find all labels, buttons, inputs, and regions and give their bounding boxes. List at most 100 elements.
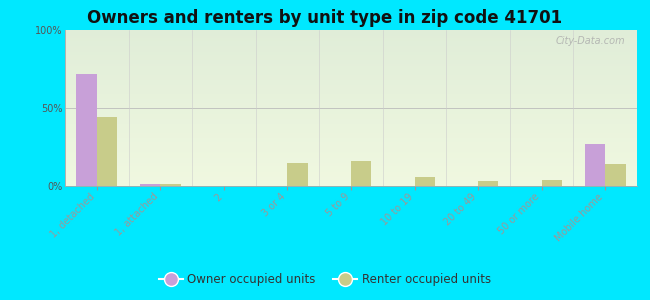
Bar (65, 117, 637, 119)
Bar (65, 69, 637, 70)
Bar (65, 134, 637, 136)
Bar (65, 66, 637, 68)
Bar (605, 164, 625, 186)
Bar (65, 35, 637, 36)
Bar (65, 184, 637, 186)
Bar (65, 136, 637, 138)
Bar (65, 119, 637, 121)
Bar (65, 55, 637, 56)
Bar (65, 85, 637, 86)
Bar (65, 75, 637, 77)
Bar (65, 32, 637, 33)
Bar (65, 53, 637, 55)
Bar (65, 158, 637, 160)
Bar (65, 114, 637, 116)
Bar (65, 97, 637, 99)
Bar (65, 99, 637, 100)
Bar (161, 184, 181, 186)
Bar (478, 181, 499, 186)
Bar (65, 41, 637, 43)
Bar (65, 116, 637, 117)
Bar (65, 60, 637, 61)
Bar (65, 183, 637, 184)
Bar (65, 108, 637, 110)
Bar (65, 181, 637, 183)
Bar (65, 156, 637, 158)
Bar (287, 163, 308, 186)
Bar (97, 117, 117, 186)
Bar (65, 56, 637, 58)
Bar (65, 160, 637, 161)
Bar (65, 163, 637, 164)
Bar (65, 103, 637, 105)
Bar (65, 52, 637, 53)
Bar (65, 94, 637, 95)
Bar (65, 82, 637, 83)
Bar (541, 180, 562, 186)
Legend: Owner occupied units, Renter occupied units: Owner occupied units, Renter occupied un… (154, 269, 496, 291)
Bar (65, 50, 637, 52)
Bar (140, 184, 161, 186)
Bar (415, 177, 435, 186)
Bar (65, 113, 637, 114)
Bar (65, 177, 637, 178)
Bar (65, 30, 637, 31)
Bar (65, 36, 637, 38)
Bar (65, 39, 637, 41)
Bar (65, 89, 637, 91)
Bar (65, 77, 637, 78)
Bar (65, 144, 637, 146)
Bar (65, 131, 637, 133)
Bar (65, 121, 637, 122)
Bar (65, 46, 637, 47)
Bar (65, 86, 637, 88)
Bar (65, 147, 637, 148)
Bar (65, 127, 637, 128)
Bar (65, 133, 637, 134)
Bar (65, 139, 637, 141)
Bar (65, 173, 637, 175)
Bar (65, 102, 637, 103)
Bar (65, 111, 637, 113)
Bar (65, 92, 637, 94)
Bar (65, 124, 637, 125)
Bar (65, 170, 637, 172)
Bar (65, 44, 637, 46)
Bar (65, 78, 637, 80)
Bar (65, 47, 637, 49)
Bar (65, 49, 637, 50)
Bar (585, 144, 605, 186)
Bar (65, 105, 637, 106)
Bar (65, 58, 637, 60)
Bar (65, 110, 637, 111)
Bar (65, 100, 637, 102)
Bar (65, 164, 637, 166)
Bar (65, 142, 637, 144)
Bar (65, 64, 637, 66)
Bar (65, 80, 637, 82)
Bar (65, 72, 637, 74)
Text: City-Data.com: City-Data.com (556, 36, 625, 46)
Bar (65, 61, 637, 63)
Bar (65, 138, 637, 139)
Bar (65, 167, 637, 169)
Bar (65, 70, 637, 72)
Bar (77, 74, 97, 186)
Bar (65, 125, 637, 127)
Bar (65, 130, 637, 131)
Bar (65, 148, 637, 150)
Bar (65, 91, 637, 92)
Bar (65, 128, 637, 130)
Bar (65, 150, 637, 152)
Bar (65, 153, 637, 155)
Bar (65, 106, 637, 108)
Bar (65, 38, 637, 39)
Bar (65, 63, 637, 64)
Bar (65, 83, 637, 85)
Bar (65, 122, 637, 124)
Bar (65, 178, 637, 180)
Bar (65, 146, 637, 147)
Bar (65, 152, 637, 153)
Bar (65, 166, 637, 167)
Bar (65, 169, 637, 170)
